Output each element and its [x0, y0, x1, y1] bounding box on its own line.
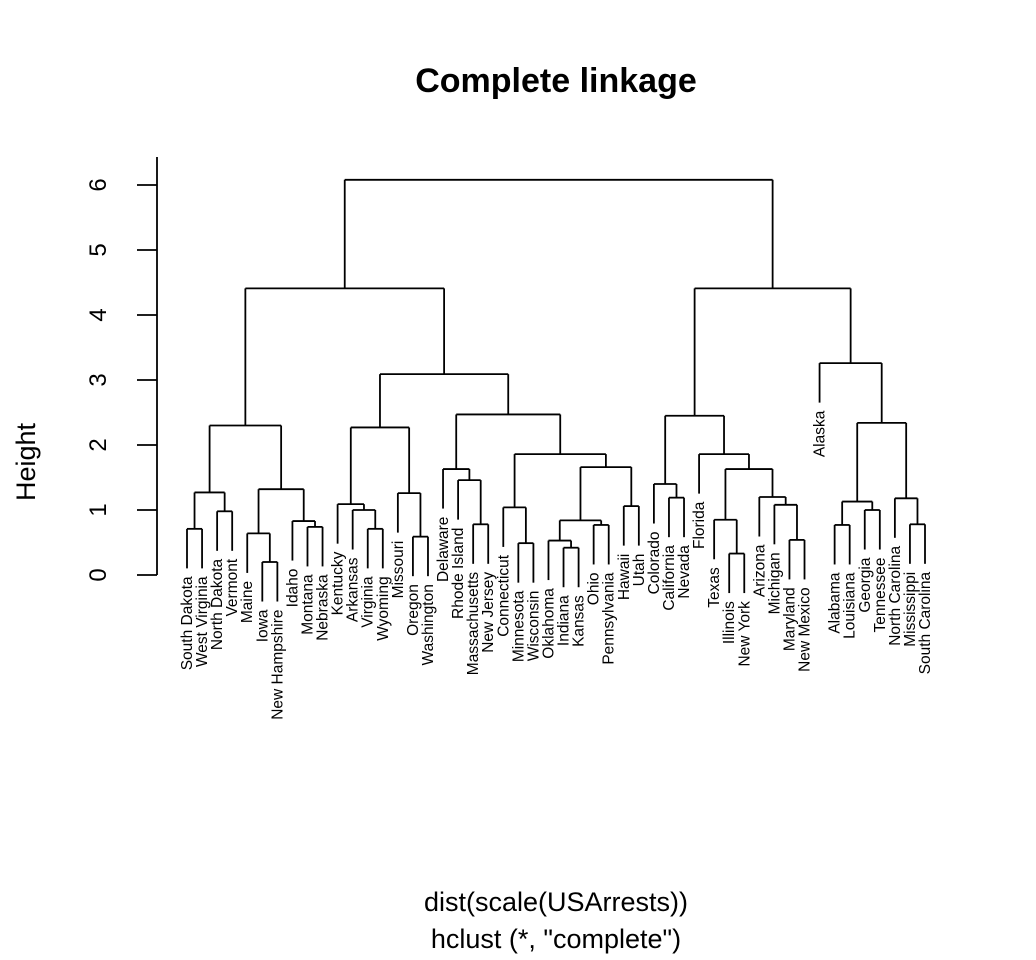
y-tick-label: 3 — [85, 373, 112, 386]
leaf-label: California — [661, 545, 678, 611]
leaf-label: Mississippi — [902, 572, 919, 647]
leaf-label: Maryland — [781, 587, 798, 651]
leaf-label: Louisiana — [842, 572, 859, 639]
leaf-label: Iowa — [254, 609, 271, 642]
leaf-label: North Dakota — [209, 558, 226, 650]
y-tick-label: 0 — [85, 568, 112, 581]
leaf-label: Michigan — [766, 552, 783, 614]
leaf-label: Illinois — [721, 601, 738, 644]
y-tick-label: 4 — [85, 308, 112, 321]
leaf-label: Montana — [299, 574, 316, 635]
leaf-label: Tennessee — [872, 558, 889, 633]
leaf-label: Delaware — [435, 517, 452, 582]
leaf-label: Georgia — [857, 557, 874, 613]
leaf-label: Rhode Island — [450, 528, 467, 619]
leaf-label: Missouri — [390, 541, 407, 599]
leaf-label: South Carolina — [917, 571, 934, 674]
leaf-label: Connecticut — [495, 554, 512, 637]
leaf-label: New Hampshire — [269, 610, 286, 720]
y-axis: 0 1 2 3 4 5 6 — [85, 157, 158, 582]
chart-title: Complete linkage — [415, 62, 697, 100]
leaf-label: Kansas — [571, 595, 588, 647]
leaf-label: Maine — [239, 581, 256, 623]
chart-subtitle: hclust (*, "complete") — [431, 924, 681, 954]
leaf-label: Oregon — [405, 584, 422, 636]
leaf-label: Utah — [631, 554, 648, 587]
leaf-label: Colorado — [646, 532, 663, 595]
leaf-label: Massachusetts — [465, 572, 482, 676]
leaf-label: Alabama — [827, 572, 844, 634]
leaf-label: North Carolina — [887, 545, 904, 645]
leaf-label: Indiana — [556, 595, 573, 646]
leaf-label: Alaska — [812, 410, 829, 457]
leaf-label: Wisconsin — [525, 591, 542, 662]
leaf-label: Florida — [691, 501, 708, 549]
leaf-label: New Mexico — [797, 587, 814, 671]
leaf-label: Arkansas — [345, 557, 362, 622]
leaf-label: Pennsylvania — [601, 572, 618, 665]
leaf-label: Washington — [420, 584, 437, 665]
leaf-label: New Jersey — [480, 572, 497, 653]
leaf-label: Wyoming — [375, 576, 392, 640]
leaf-label: New York — [736, 601, 753, 667]
leaf-label: Arizona — [751, 544, 768, 597]
y-axis-title: Height — [11, 422, 41, 501]
leaf-label: Vermont — [224, 558, 241, 616]
y-tick-label: 5 — [85, 243, 112, 256]
leaf-label: Texas — [706, 567, 723, 608]
x-axis-title: dist(scale(USArrests)) — [424, 887, 688, 917]
leaf-label: Minnesota — [510, 590, 527, 662]
y-tick-label: 2 — [85, 438, 112, 451]
y-tick-label: 1 — [85, 503, 112, 516]
leaf-label: Nevada — [676, 545, 693, 599]
leaf-label: Nebraska — [315, 574, 332, 641]
leaf-label: Kentucky — [330, 551, 347, 615]
leaf-label: Oklahoma — [540, 588, 557, 659]
leaf-label: Idaho — [284, 569, 301, 608]
leaf-label: Ohio — [586, 572, 603, 605]
y-tick-label: 6 — [85, 178, 112, 191]
leaf-label: Hawaii — [616, 554, 633, 601]
leaf-label: Virginia — [360, 576, 377, 628]
leaf-label: South Dakota — [179, 576, 196, 670]
leaf-label: West Virginia — [194, 576, 211, 667]
dendrogram-tree — [186, 178, 926, 602]
